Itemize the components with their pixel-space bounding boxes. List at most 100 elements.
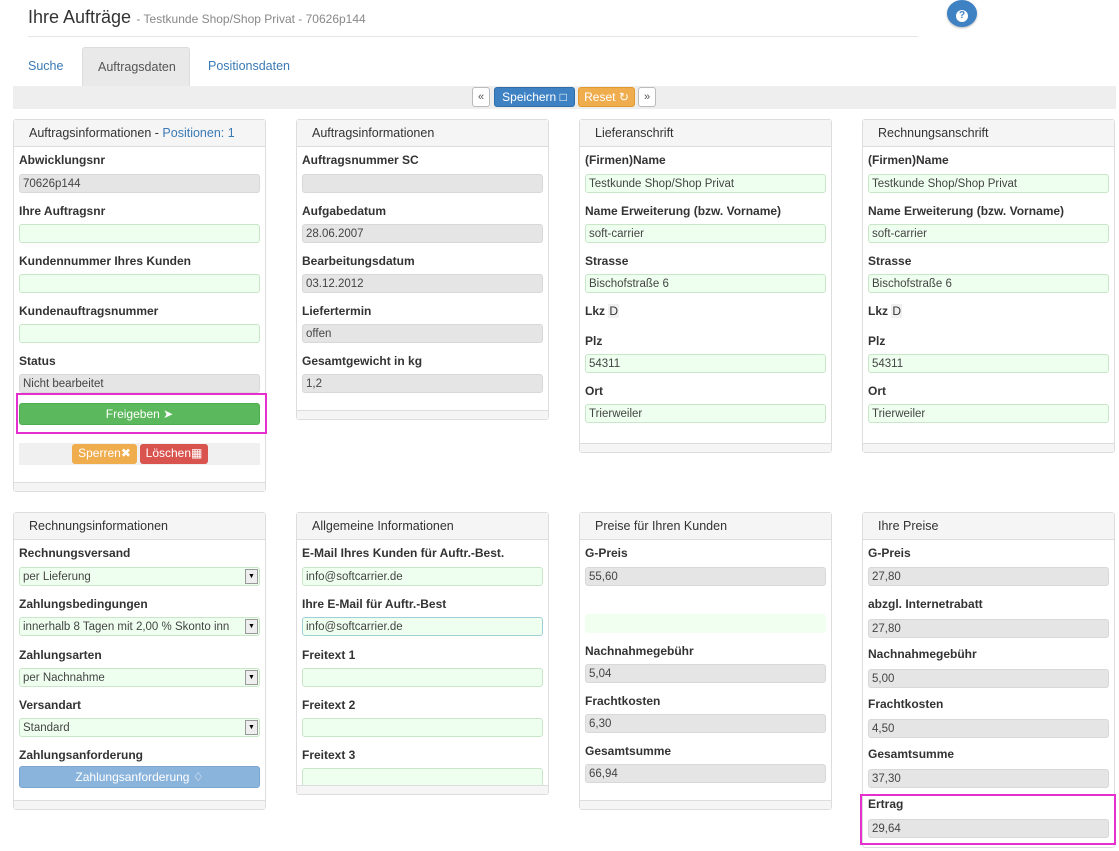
- lkz-value[interactable]: D: [891, 304, 903, 318]
- panel-title: Auftragsinformationen: [297, 120, 548, 147]
- chevron-down-icon: ▼: [245, 670, 258, 685]
- name-ext-input[interactable]: soft-carrier: [585, 224, 826, 243]
- bearbeitungsdatum-field: 03.12.2012: [302, 274, 543, 293]
- zahlungsarten-select[interactable]: per Nachnahme ▼: [19, 668, 260, 687]
- rechnungsversand-label: Rechnungsversand: [19, 546, 131, 560]
- gpreis-field: 55,60: [585, 567, 826, 586]
- panel-auftragsinformationen: Auftragsinformationen - Positionen: 1 Ab…: [13, 119, 266, 492]
- kundenauftrag-input[interactable]: [19, 324, 260, 343]
- name-input[interactable]: Testkunde Shop/Shop Privat: [585, 174, 826, 193]
- name-ext-input[interactable]: soft-carrier: [868, 224, 1109, 243]
- zahlungsbedingungen-select[interactable]: innerhalb 8 Tagen mit 2,00 % Skonto inn ▼: [19, 617, 260, 636]
- reset-label: Reset: [584, 90, 616, 104]
- chevron-down-icon: ▼: [245, 569, 258, 584]
- panel-footer: [14, 800, 265, 809]
- freigeben-button[interactable]: Freigeben ➤: [19, 403, 260, 425]
- panel-footer: [14, 482, 265, 491]
- rechnungsversand-value: per Lieferung: [23, 571, 91, 583]
- gesamt-field: 66,94: [585, 764, 826, 783]
- loeschen-button[interactable]: Löschen▦: [140, 444, 208, 464]
- freitext1-input[interactable]: [302, 668, 543, 687]
- name-ext-label: Name Erweiterung (bzw. Vorname): [585, 204, 782, 218]
- positionen-link[interactable]: Positionen: 1: [162, 126, 235, 140]
- panel-allgemeine-informationen: Allgemeine Informationen E-Mail Ihres Ku…: [296, 512, 549, 795]
- panel-title: Allgemeine Informationen: [297, 513, 548, 540]
- sperren-button[interactable]: Sperren✖: [72, 444, 137, 464]
- lkz-label: Lkz D: [585, 304, 620, 318]
- kundennummer-input[interactable]: [19, 274, 260, 293]
- plz-input[interactable]: 54311: [868, 354, 1109, 373]
- strasse-input[interactable]: Bischofstraße 6: [868, 274, 1109, 293]
- nachnahme-field: 5,00: [868, 669, 1109, 688]
- panel-title-text: Auftragsinformationen: [29, 126, 152, 140]
- page-title: Ihre Aufträge: [28, 7, 132, 27]
- ihre-auftragsnr-label: Ihre Auftragsnr: [19, 204, 106, 218]
- zahlungsbedingungen-value: innerhalb 8 Tagen mit 2,00 % Skonto inn: [23, 621, 230, 633]
- liefertermin-field: offen: [302, 324, 543, 343]
- tab-positionsdaten[interactable]: Positionsdaten: [208, 59, 291, 73]
- bell-icon: ♢: [192, 770, 204, 784]
- zahlungsarten-label: Zahlungsarten: [19, 648, 102, 662]
- zahlungsbedingungen-label: Zahlungsbedingungen: [19, 597, 148, 611]
- gesamt-field: 37,30: [868, 769, 1109, 788]
- panel-title: Ihre Preise: [863, 513, 1114, 540]
- freitext2-input[interactable]: [302, 718, 543, 737]
- aufgabedatum-label: Aufgabedatum: [302, 204, 386, 218]
- prev-record-button[interactable]: «: [472, 87, 490, 107]
- freitext3-label: Freitext 3: [302, 748, 356, 762]
- abwicklungsnr-field: 70626p144: [19, 174, 260, 193]
- lkz-value[interactable]: D: [608, 304, 620, 318]
- name-input[interactable]: Testkunde Shop/Shop Privat: [868, 174, 1109, 193]
- panel-footer: [863, 443, 1114, 452]
- blank-row: [585, 614, 826, 633]
- panel-footer: [297, 785, 548, 794]
- name-label: (Firmen)Name: [868, 153, 949, 167]
- panel-title: Rechnungsinformationen: [14, 513, 265, 540]
- liefertermin-label: Liefertermin: [302, 304, 372, 318]
- panel-ihre-preise: Ihre Preise G-Preis 27,80 abzgl. Interne…: [862, 512, 1115, 848]
- fracht-label: Frachtkosten: [868, 697, 944, 711]
- fracht-label: Frachtkosten: [585, 694, 661, 708]
- zahlungsanforderung-button-label: Zahlungsanforderung: [75, 770, 190, 784]
- rabatt-field: 27,80: [868, 619, 1109, 638]
- gpreis-field: 27,80: [868, 567, 1109, 586]
- gewicht-field: 1,2: [302, 374, 543, 393]
- plz-label: Plz: [585, 334, 603, 348]
- gewicht-label: Gesamtgewicht in kg: [302, 354, 423, 368]
- strasse-input[interactable]: Bischofstraße 6: [585, 274, 826, 293]
- help-button[interactable]: ?: [947, 0, 977, 27]
- zahlungsanforderung-button[interactable]: Zahlungsanforderung ♢: [19, 766, 260, 788]
- highlight-freigeben: [16, 393, 267, 434]
- auftragsnummer-sc-label: Auftragsnummer SC: [302, 153, 419, 167]
- next-record-button[interactable]: »: [638, 87, 656, 107]
- versandart-select[interactable]: Standard ▼: [19, 718, 260, 737]
- kundennummer-label: Kundennummer Ihres Kunden: [19, 254, 192, 268]
- gesamt-label: Gesamtsumme: [585, 744, 672, 758]
- nachnahme-label: Nachnahmegebühr: [868, 647, 977, 661]
- lkz-label: Lkz D: [868, 304, 903, 318]
- ihre-auftragsnr-input[interactable]: [19, 224, 260, 243]
- tab-auftragsdaten[interactable]: Auftragsdaten: [82, 47, 190, 86]
- reset-button[interactable]: Reset ↻: [578, 87, 635, 107]
- name-ext-label: Name Erweiterung (bzw. Vorname): [868, 204, 1065, 218]
- panel-title: Auftragsinformationen - Positionen: 1: [14, 120, 265, 147]
- rechnungsversand-select[interactable]: per Lieferung ▼: [19, 567, 260, 586]
- ort-input[interactable]: Trierweiler: [868, 404, 1109, 423]
- floppy-icon: □: [559, 90, 567, 104]
- versandart-label: Versandart: [19, 698, 82, 712]
- tab-suche[interactable]: Suche: [28, 59, 64, 73]
- save-button[interactable]: Speichern □: [494, 87, 575, 107]
- email-kunde-input[interactable]: info@softcarrier.de: [302, 567, 543, 586]
- panel-title: Lieferanschrift: [580, 120, 831, 147]
- ort-input[interactable]: Trierweiler: [585, 404, 826, 423]
- panel-footer: [580, 800, 831, 809]
- toolbar: « Speichern □ Reset ↻ »: [13, 86, 1116, 109]
- plz-input[interactable]: 54311: [585, 354, 826, 373]
- tab-bar: Suche Auftragsdaten Positionsdaten: [13, 47, 1116, 86]
- page-subtitle: - Testkunde Shop/Shop Privat - 70626p144: [136, 12, 366, 26]
- highlight-ertrag: [860, 794, 1116, 845]
- email-ihre-input[interactable]: info@softcarrier.de: [302, 617, 543, 636]
- email-kunde-label: E-Mail Ihres Kunden für Auftr.-Best.: [302, 546, 505, 560]
- panel-auftragsinformationen-sc: Auftragsinformationen Auftragsnummer SC …: [296, 119, 549, 420]
- loeschen-label: Löschen: [145, 446, 192, 460]
